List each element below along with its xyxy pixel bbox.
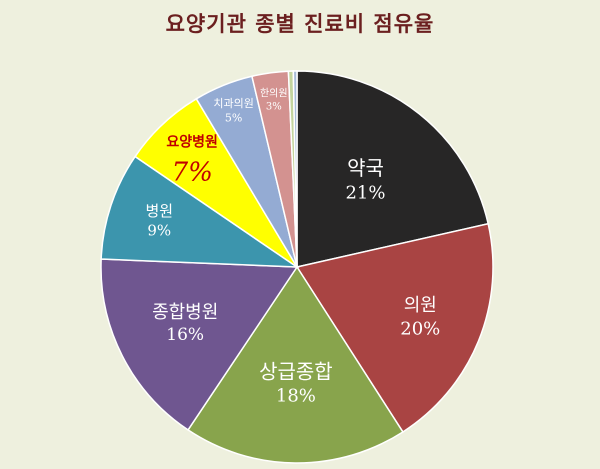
slice-value-clinic: 20% bbox=[400, 319, 440, 340]
slice-label-nursing-hospital: 요양병원 bbox=[166, 134, 218, 151]
slice-value-hospital: 9% bbox=[147, 222, 171, 240]
pie-slice-other-b bbox=[292, 70, 298, 268]
pie-slice-tertiary-hospital bbox=[186, 265, 404, 464]
slice-label-tertiary-hospital: 상급종합 bbox=[259, 359, 333, 383]
slice-value-tertiary-hospital: 18% bbox=[276, 386, 316, 407]
slice-value-dental-clinic: 5% bbox=[225, 111, 242, 124]
slice-label-hospital: 병원 bbox=[145, 202, 173, 220]
slice-value-general-hospital: 16% bbox=[166, 325, 204, 345]
pie-slice-general-hospital bbox=[100, 258, 299, 431]
slice-label-clinic: 의원 bbox=[404, 295, 437, 316]
slice-label-pharmacy: 약국 bbox=[347, 156, 384, 180]
chart-title: 요양기관 종별 진료비 점유율 bbox=[165, 12, 435, 36]
slice-value-oriental-clinic: 3% bbox=[266, 102, 282, 113]
slice-label-dental-clinic: 치과의원 bbox=[213, 97, 253, 110]
pie-slice-pharmacy bbox=[296, 70, 490, 268]
slice-label-oriental-clinic: 한의원 bbox=[260, 88, 288, 100]
pie-slice-hospital bbox=[100, 155, 300, 268]
slice-label-general-hospital: 종합병원 bbox=[152, 302, 218, 323]
pie-slice-clinic bbox=[295, 222, 494, 433]
slice-value-nursing-hospital: 7% bbox=[172, 157, 213, 187]
slice-value-pharmacy: 21% bbox=[345, 182, 385, 203]
